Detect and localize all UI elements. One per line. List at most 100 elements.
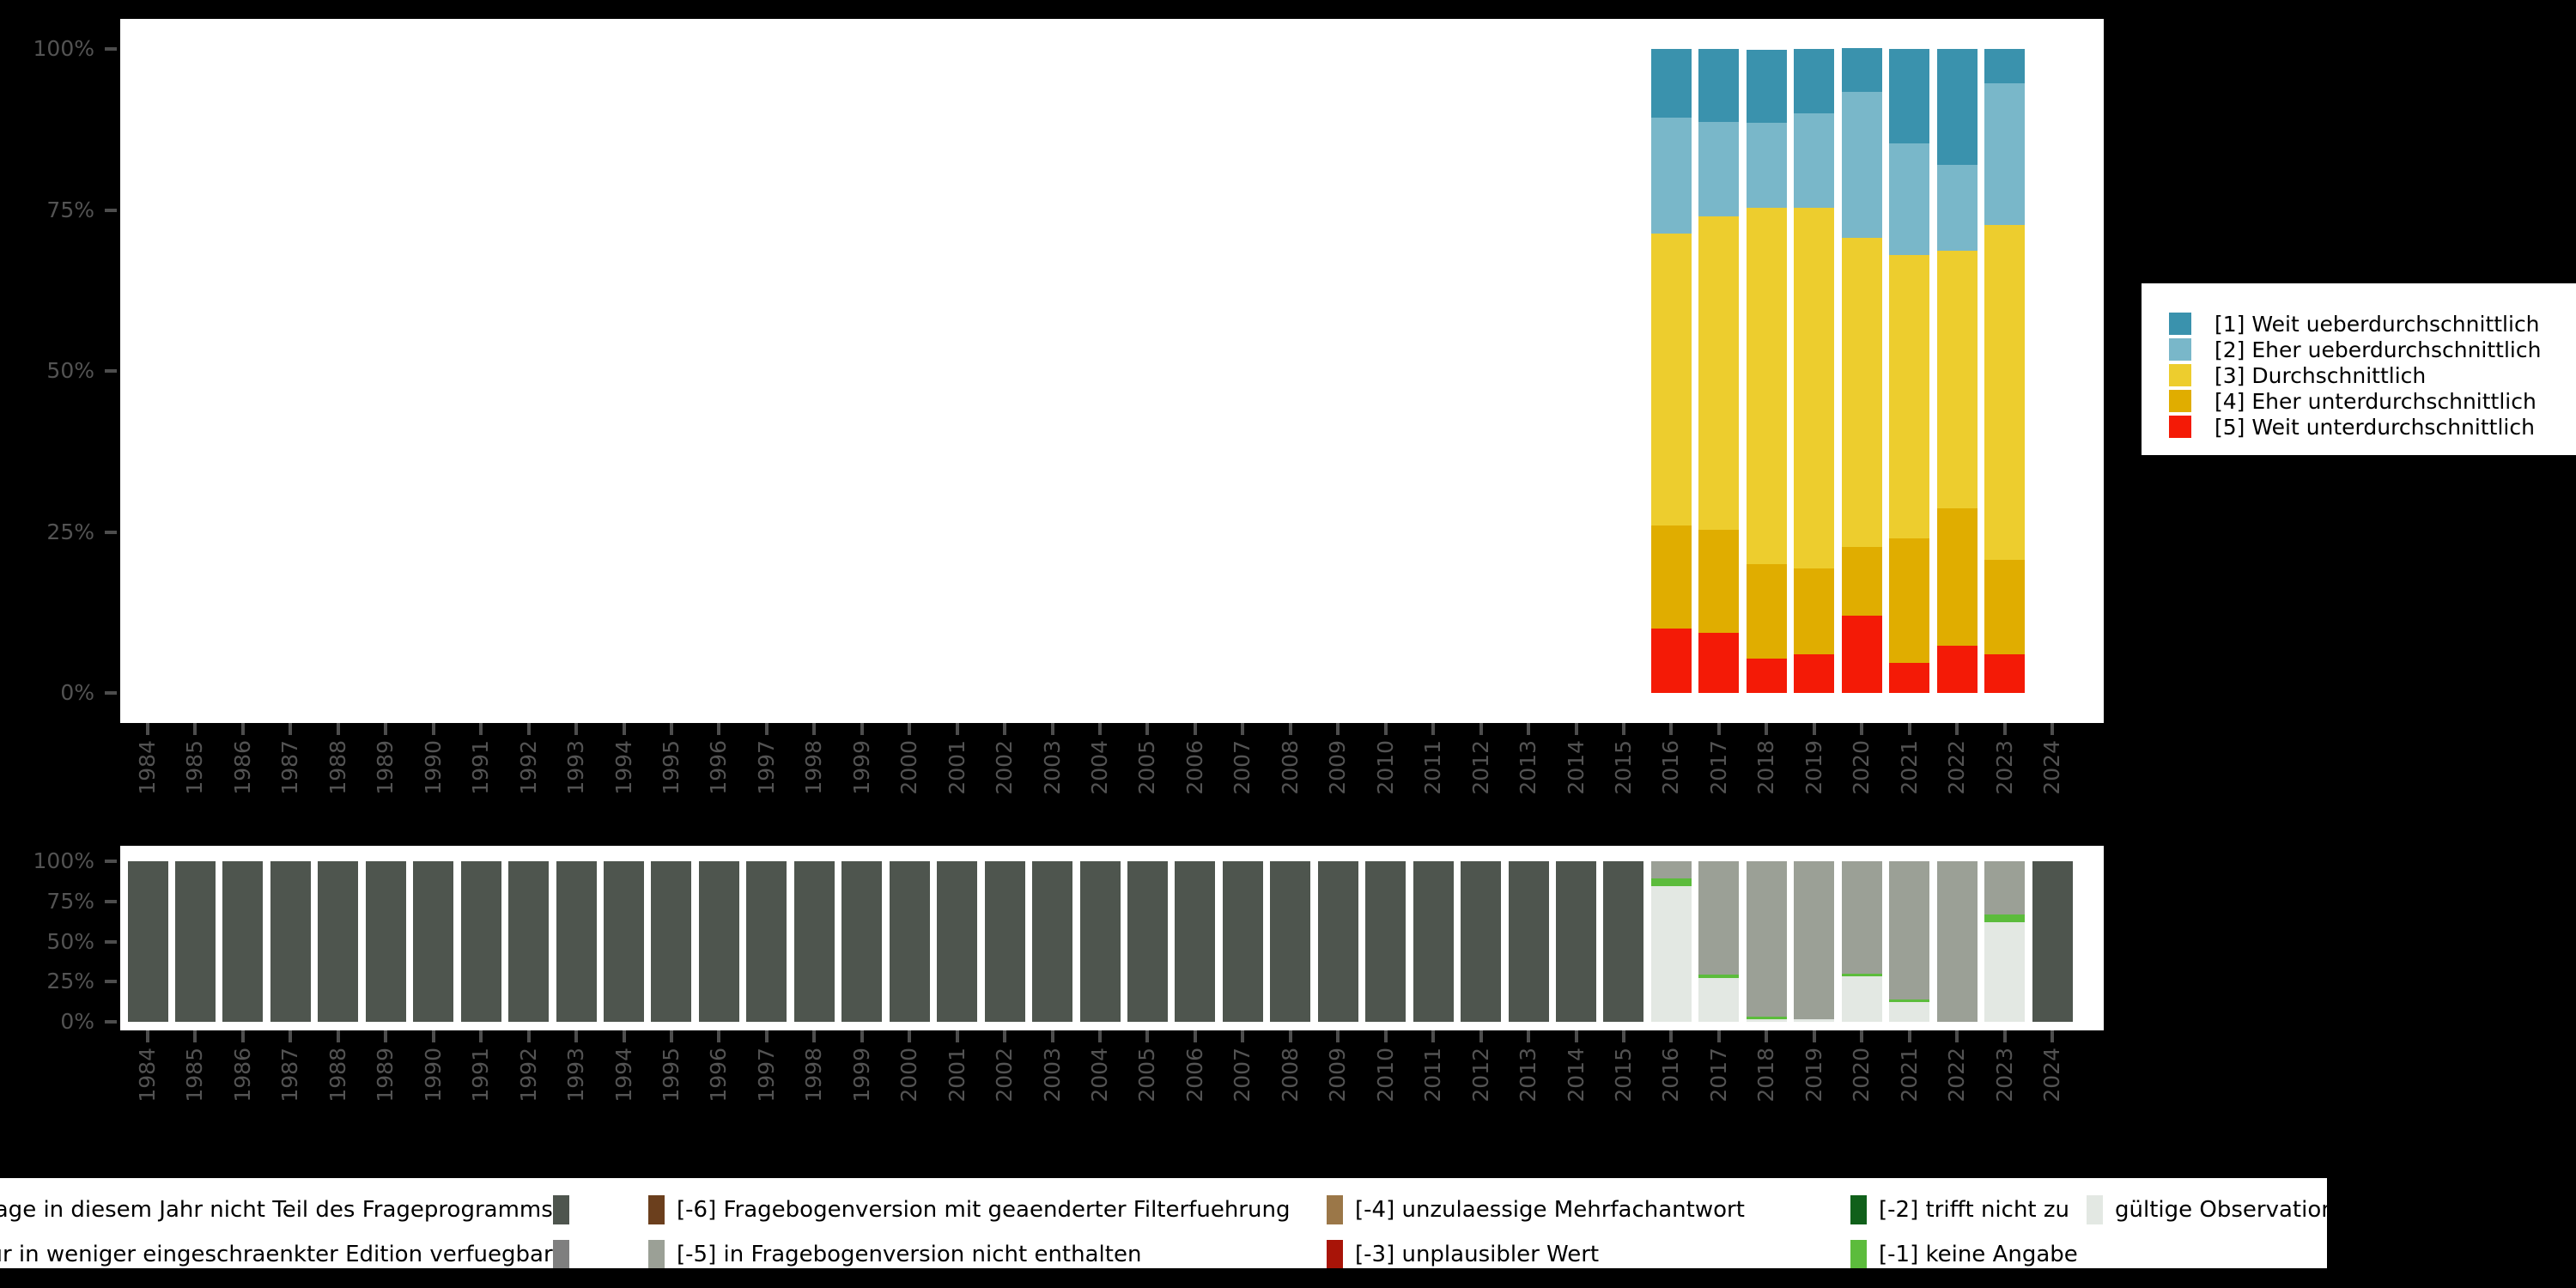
main-y-tick-label: 50% [46,358,94,383]
observations-bar-1998 [793,861,835,1022]
observations-bar-segment [1650,861,1692,878]
main-bar-segment [1889,143,1930,255]
observations-bar-segment [318,861,359,1022]
observations-bar-segment [1079,861,1121,1022]
observations-x-tick-mark [1716,1030,1721,1042]
main-x-tick-mark [1288,723,1292,735]
bottom-legend-row2-swatch-icon [648,1240,665,1268]
observations-bar-segment [1461,861,1502,1022]
main-x-tick-mark [1145,723,1150,735]
observations-bar-segment [1746,1017,1787,1020]
series-legend-item[interactable]: [2] Eher ueberdurchschnittlich [2169,337,2541,362]
observations-bar-segment [1889,1001,1930,1022]
main-x-tick-label: 2022 [1944,740,1970,795]
bottom-legend-row2-label: [-1] keine Angabe [1879,1242,2078,1267]
observations-bar-2004 [1079,861,1121,1022]
observations-x-tick-mark [1050,1030,1054,1042]
observations-x-tick-mark [1431,1030,1436,1042]
main-bar-segment [1984,82,2026,225]
observations-y-tick-mark [105,1020,117,1024]
bottom-legend-row1-item[interactable]: Frage in diesem Jahr nicht Teil des Frag… [0,1195,569,1224]
observations-x-tick-label: 2009 [1325,1048,1351,1103]
main-x-tick-mark [336,723,340,735]
main-bar-segment [1794,568,1835,654]
observations-x-tick-mark [1003,1030,1007,1042]
main-x-tick-mark [1098,723,1102,735]
bottom-legend-row2-item[interactable]: nur in weniger eingeschraenkter Edition … [0,1240,569,1268]
bottom-legend-row2-item[interactable]: [-1] keine Angabe [1850,1240,2078,1268]
observations-x-tick-label: 1999 [848,1048,874,1103]
observations-bar-segment [127,861,168,1022]
bottom-legend-row1-label: Frage in diesem Jahr nicht Teil des Frag… [0,1197,553,1223]
observations-bar-2021 [1889,861,1930,1022]
observations-x-tick-mark [908,1030,912,1042]
observations-bar-2001 [937,861,978,1022]
main-bar-segment [1889,662,1930,693]
series-legend-item[interactable]: [3] Durchschnittlich [2169,362,2426,388]
observations-bar-segment [1841,973,1882,976]
main-y-tick-mark [105,47,117,51]
main-bar-segment [1650,49,1692,118]
observations-x-tick-label: 1994 [611,1048,636,1103]
observations-bar-segment [1936,861,1978,1022]
observations-bar-segment [746,861,787,1022]
observations-bar-segment [889,861,930,1022]
main-x-tick-mark [717,723,721,735]
main-x-tick-label: 2020 [1849,740,1874,795]
observations-x-tick-mark [1574,1030,1578,1042]
observations-bar-2019 [1794,861,1835,1022]
main-x-tick-label: 2004 [1087,740,1112,795]
bottom-legend-row1-item[interactable]: gültige Observationen [2087,1195,2327,1224]
main-bar-segment [1794,208,1835,569]
main-x-tick-label: 2011 [1420,740,1446,795]
observations-bar-segment [1984,861,2026,914]
main-y-tick-mark [105,691,117,695]
main-x-tick-label: 2018 [1753,740,1779,795]
observations-bar-segment [1746,861,1787,1018]
main-x-tick-mark [1907,723,1911,735]
observations-bar-segment [1889,999,1930,1002]
main-bar-segment [1698,530,1740,634]
main-x-tick-label: 1995 [658,740,683,795]
observations-x-tick-label: 1992 [515,1048,541,1103]
main-x-tick-label: 2008 [1277,740,1303,795]
observations-x-tick-mark [669,1030,673,1042]
observations-bar-segment [1794,1019,1835,1022]
main-bar-segment [1889,49,1930,144]
series-legend-swatch-icon [2169,338,2191,361]
observations-x-tick-mark [574,1030,579,1042]
main-x-tick-label: 1998 [801,740,827,795]
bottom-legend-row2-label: [-5] in Fragebogenversion nicht enthalte… [677,1242,1142,1267]
series-legend-item[interactable]: [1] Weit ueberdurchschnittlich [2169,311,2540,337]
main-bar-2022 [1936,49,1978,693]
observations-bar-segment [174,861,216,1022]
bottom-legend-row2-item[interactable]: [-5] in Fragebogenversion nicht enthalte… [648,1240,1141,1268]
observations-x-tick-label: 2000 [896,1048,922,1103]
main-bar-segment [1841,616,1882,693]
observations-bar-segment [1650,886,1692,1022]
bottom-legend-row1-item[interactable]: [-4] unzulaessige Mehrfachantwort [1327,1195,1745,1224]
observations-y-tick-mark [105,860,117,863]
observations-x-tick-mark [193,1030,197,1042]
main-bar-segment [1650,234,1692,526]
observations-bar-segment [460,861,501,1022]
bottom-legend-row2-item[interactable]: [-3] unplausibler Wert [1327,1240,1599,1268]
observations-x-tick-mark [526,1030,531,1042]
bottom-legend-row2-swatch-icon [552,1240,569,1268]
observations-bar-2016 [1650,861,1692,1022]
main-x-tick-label: 2015 [1610,740,1636,795]
main-bar-2020 [1841,48,1882,693]
observations-bar-segment [1222,861,1263,1022]
main-x-tick-label: 2005 [1134,740,1160,795]
main-x-tick-mark [764,723,769,735]
bottom-legend-row1-item[interactable]: [-2] trifft nicht zu [1850,1195,2069,1224]
series-legend-item[interactable]: [5] Weit unterdurchschnittlich [2169,414,2535,440]
observations-bar-2020 [1841,861,1882,1022]
main-bar-segment [1936,645,1978,693]
observations-x-tick-mark [622,1030,626,1042]
bottom-legend-row1-item[interactable]: [-6] Fragebogenversion mit geaenderter F… [648,1195,1290,1224]
main-x-tick-mark [1241,723,1245,735]
series-legend-item[interactable]: [4] Eher unterdurchschnittlich [2169,388,2537,414]
observations-bar-segment [222,861,264,1022]
main-x-tick-mark [669,723,673,735]
